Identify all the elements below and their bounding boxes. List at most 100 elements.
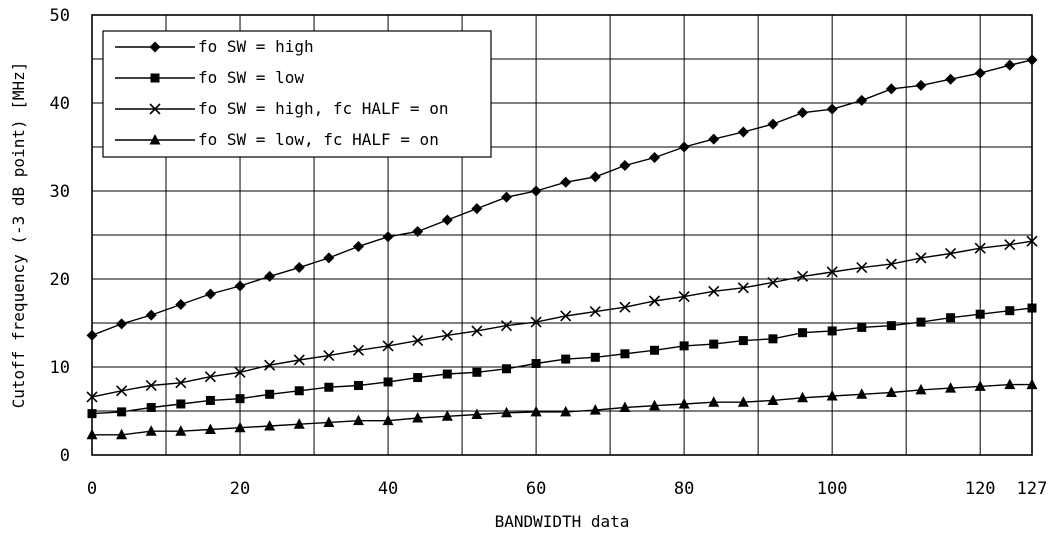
data-point — [531, 358, 541, 368]
data-point — [116, 428, 128, 440]
data-point — [737, 282, 749, 294]
data-point — [382, 414, 394, 426]
data-point — [145, 425, 157, 436]
data-point — [826, 103, 838, 115]
data-point — [175, 377, 187, 389]
data-point — [471, 325, 483, 337]
data-point — [974, 380, 986, 391]
data-point — [86, 329, 98, 341]
x-axis-title: BANDWIDTH data — [495, 512, 630, 531]
data-point — [382, 340, 394, 352]
data-point — [382, 231, 394, 243]
y-tick-label: 40 — [50, 94, 70, 114]
data-point — [916, 317, 926, 327]
data-point — [915, 79, 927, 91]
data-point — [589, 404, 601, 415]
y-axis-title: Cutoff frequency (-3 dB point) [MHz] — [9, 62, 28, 409]
data-point — [797, 391, 809, 403]
legend-label: fo SW = high — [198, 37, 314, 56]
data-point — [412, 335, 424, 347]
data-point — [737, 126, 749, 138]
data-point — [352, 240, 364, 252]
data-point — [679, 341, 689, 351]
data-point — [293, 262, 305, 274]
data-point — [205, 395, 215, 405]
data-point — [264, 270, 276, 282]
data-point — [235, 394, 245, 404]
data-point — [737, 396, 749, 407]
data-point — [412, 412, 424, 423]
data-point — [560, 405, 572, 417]
data-point — [441, 329, 453, 341]
data-point — [383, 377, 393, 387]
data-point — [678, 397, 690, 409]
data-point — [86, 391, 98, 403]
data-point — [589, 305, 601, 318]
data-point — [323, 416, 335, 427]
x-tick-label: 80 — [674, 479, 694, 499]
data-point — [501, 364, 511, 374]
data-point — [472, 367, 482, 377]
data-point — [619, 159, 631, 171]
data-point — [798, 328, 808, 338]
data-point — [293, 418, 305, 429]
data-point — [885, 83, 897, 95]
data-point — [738, 336, 748, 346]
data-point — [204, 288, 216, 300]
x-tick-label: 40 — [378, 479, 398, 499]
data-point — [1004, 59, 1016, 71]
data-point — [146, 402, 156, 412]
data-point — [767, 276, 779, 289]
data-point — [826, 390, 838, 401]
data-point — [145, 379, 157, 392]
data-point — [500, 191, 512, 203]
legend-marker — [149, 41, 161, 53]
y-tick-label: 20 — [50, 270, 70, 290]
data-point — [886, 321, 896, 331]
data-point — [857, 322, 867, 332]
data-point — [352, 344, 365, 356]
legend-marker — [149, 103, 161, 115]
data-point — [649, 152, 661, 164]
data-point — [175, 299, 187, 311]
data-point — [974, 67, 986, 79]
data-point — [442, 369, 452, 379]
data-point — [708, 133, 720, 145]
data-point — [590, 352, 600, 362]
data-point — [264, 359, 276, 371]
data-point — [1004, 378, 1016, 390]
legend-label: fo SW = high, fc HALF = on — [198, 99, 448, 118]
series-markers — [86, 54, 1038, 440]
data-point — [589, 171, 601, 183]
data-point — [293, 354, 305, 366]
data-point — [709, 339, 719, 349]
legend-items: fo SW = high fo SW = low fo SW = high, fc … — [115, 37, 448, 149]
data-point — [265, 389, 275, 399]
data-point — [500, 406, 512, 418]
data-point — [975, 309, 985, 319]
data-point — [471, 408, 483, 420]
data-point — [945, 382, 957, 393]
data-point — [560, 310, 572, 322]
data-point — [678, 141, 690, 153]
data-point — [619, 401, 631, 412]
data-point — [175, 425, 187, 436]
data-point — [323, 349, 335, 362]
data-point — [323, 252, 335, 264]
data-point — [678, 291, 690, 303]
data-point — [856, 94, 868, 106]
data-point — [234, 421, 246, 433]
data-point — [204, 371, 216, 383]
data-point — [500, 320, 513, 332]
legend-label: fo SW = low — [198, 68, 304, 87]
data-point — [234, 280, 246, 292]
data-point — [619, 301, 631, 313]
data-point — [1004, 239, 1016, 251]
data-point — [797, 107, 809, 119]
legend-marker — [150, 73, 160, 83]
data-point — [945, 247, 957, 260]
data-point — [767, 394, 779, 405]
data-point — [1026, 54, 1038, 66]
